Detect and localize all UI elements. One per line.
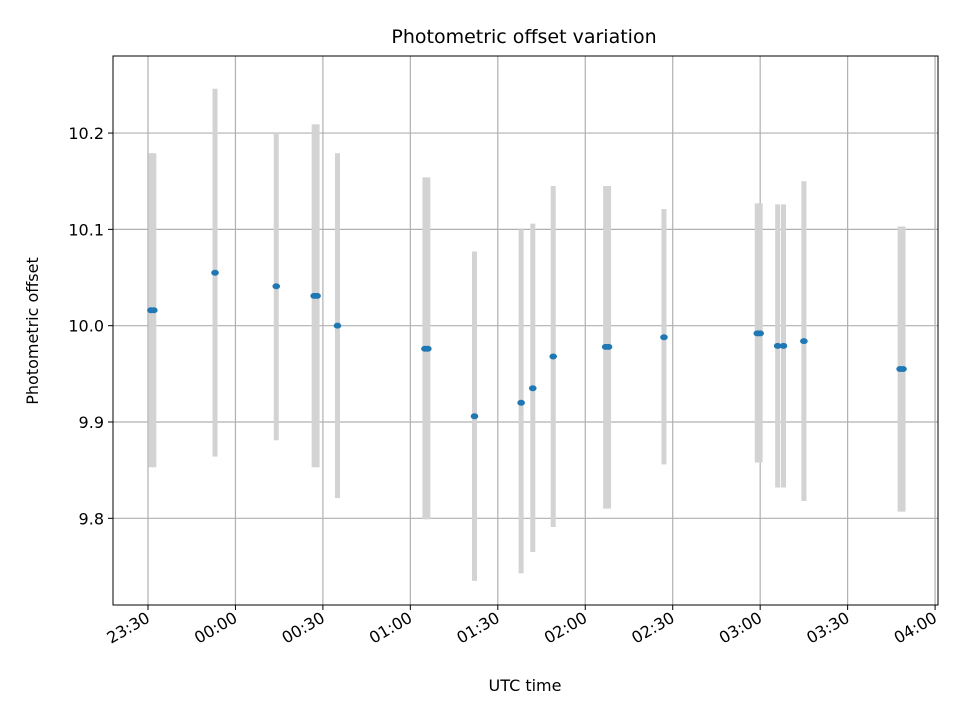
x-tick-label: 00:30 — [278, 608, 327, 648]
data-point — [150, 307, 158, 314]
data-point — [313, 292, 321, 299]
data-point — [272, 283, 281, 290]
data-point — [800, 338, 808, 345]
data-point — [779, 342, 788, 349]
data-point — [756, 330, 764, 337]
y-axis-label: Photometric offset — [23, 257, 42, 405]
grid — [113, 56, 938, 605]
x-axis-ticks: 23:30 00:00 00:30 01:00 01:30 02:00 02:30 03:00… — [104, 605, 940, 648]
x-tick-label: 01:30 — [453, 608, 502, 648]
x-axis-label: UTC time — [489, 676, 562, 695]
x-tick-label: 04:00 — [891, 608, 940, 648]
data-point — [549, 353, 557, 360]
y-tick-label: 10.1 — [68, 220, 104, 239]
y-tick-label: 9.8 — [79, 509, 104, 528]
data-point — [528, 385, 537, 392]
x-tick-label: 23:30 — [104, 608, 153, 648]
data-point — [604, 343, 613, 350]
data-point — [660, 334, 668, 341]
y-axis-ticks: 9.8 9.9 10.0 10.1 10.2 — [68, 124, 113, 528]
chart-title: Photometric offset variation — [391, 26, 656, 48]
data-point — [333, 322, 342, 329]
x-tick-label: 02:30 — [628, 608, 677, 648]
y-tick-label: 10.2 — [68, 124, 104, 143]
data-point — [899, 366, 907, 373]
y-tick-label: 10.0 — [68, 317, 104, 336]
x-tick-label: 03:00 — [716, 608, 765, 648]
data-point — [211, 269, 219, 276]
data-point — [517, 399, 525, 406]
x-tick-label: 01:00 — [366, 608, 415, 648]
x-tick-label: 02:00 — [541, 608, 590, 648]
data-point — [773, 342, 782, 349]
x-tick-label: 03:30 — [803, 608, 852, 648]
data-points — [147, 269, 907, 420]
y-tick-label: 9.9 — [79, 413, 104, 432]
plot-frame — [112, 55, 939, 606]
error-bars — [148, 88, 906, 581]
x-tick-label: 00:00 — [191, 608, 240, 648]
data-point — [424, 345, 432, 352]
data-point — [470, 413, 479, 420]
